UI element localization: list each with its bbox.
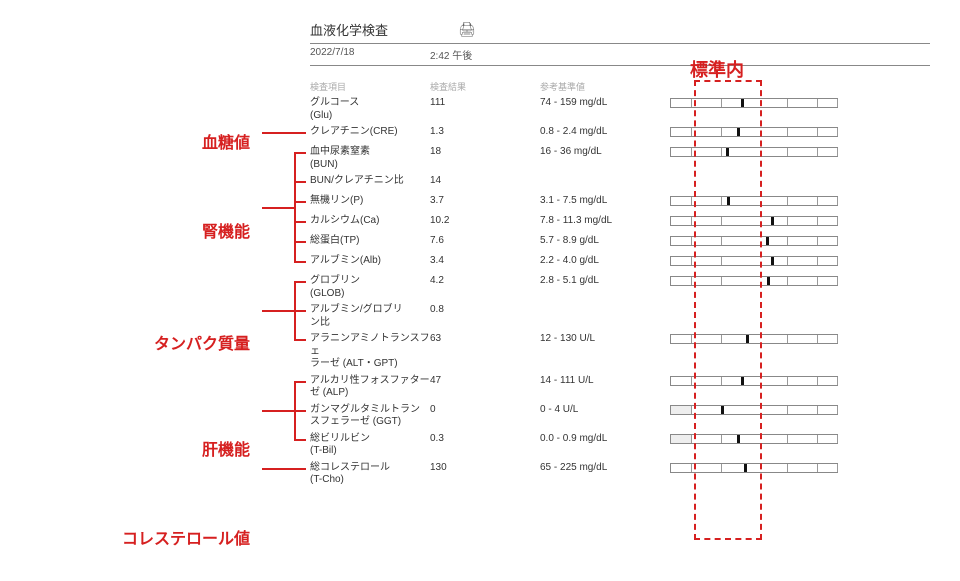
item-result: 18 <box>430 146 540 157</box>
item-name: 総蛋白(TP) <box>310 235 430 248</box>
item-name: アルブミン(Alb) <box>310 255 430 268</box>
item-result: 10.2 <box>430 215 540 226</box>
item-name: クレアチニン(CRE) <box>310 126 430 139</box>
item-result: 130 <box>430 462 540 473</box>
column-headers: 検査項目 検査結果 参考基準値 <box>310 80 930 93</box>
item-result: 63 <box>430 333 540 344</box>
table-row: カルシウム(Ca)10.27.8 - 11.3 mg/dL <box>310 213 930 233</box>
gauge <box>670 195 840 207</box>
annotation-group-label: 血糖値 <box>202 129 250 153</box>
header-result: 検査結果 <box>430 80 540 93</box>
table-row: 総蛋白(TP)7.65.7 - 8.9 g/dL <box>310 233 930 253</box>
gauge <box>670 404 840 416</box>
annotation-group-label: 肝機能 <box>202 436 250 460</box>
item-name: 総コレステロール(T-Cho) <box>310 462 430 487</box>
item-name: BUN/クレアチニン比 <box>310 175 430 188</box>
meta-date: 2022/7/18 <box>310 47 430 62</box>
title-row: 血液化学検査 🖨 <box>310 20 930 44</box>
item-reference: 5.7 - 8.9 g/dL <box>540 235 670 246</box>
table-row: グロブリン(GLOB)4.22.8 - 5.1 g/dL <box>310 273 930 302</box>
item-reference: 16 - 36 mg/dL <box>540 146 670 157</box>
table-row: クレアチニン(CRE)1.30.8 - 2.4 mg/dL <box>310 124 930 144</box>
table-row: 血中尿素窒素(BUN)1816 - 36 mg/dL <box>310 144 930 173</box>
report-panel: 血液化学検査 🖨 2022/7/18 2:42 午後 検査項目 検査結果 参考基… <box>310 20 930 489</box>
item-reference: 0.8 - 2.4 mg/dL <box>540 126 670 137</box>
gauge <box>670 375 840 387</box>
item-result: 47 <box>430 375 540 386</box>
gauge <box>670 97 840 109</box>
item-reference: 14 - 111 U/L <box>540 375 670 386</box>
item-reference: 2.2 - 4.0 g/dL <box>540 255 670 266</box>
meta-row: 2022/7/18 2:42 午後 <box>310 44 930 66</box>
item-result: 1.3 <box>430 126 540 137</box>
gauge <box>670 255 840 267</box>
table-row: 総コレステロール(T-Cho)13065 - 225 mg/dL <box>310 460 930 489</box>
header-item: 検査項目 <box>310 80 430 93</box>
annotation-group-label: タンパク質量 <box>154 330 250 354</box>
table-row: アルブミン(Alb)3.42.2 - 4.0 g/dL <box>310 253 930 273</box>
gauge <box>670 146 840 158</box>
item-name: アルブミン/グロブリン比 <box>310 304 430 329</box>
item-name: カルシウム(Ca) <box>310 215 430 228</box>
header-ref: 参考基準値 <box>540 80 670 93</box>
printer-icon[interactable]: 🖨 <box>458 21 476 38</box>
table-row: アラニンアミノトランスフェラーゼ (ALT・GPT)6312 - 130 U/L <box>310 331 930 373</box>
meta-time: 2:42 午後 <box>430 47 472 62</box>
table-row: 総ビリルビン(T-Bil)0.30.0 - 0.9 mg/dL <box>310 431 930 460</box>
item-name: アラニンアミノトランスフェラーゼ (ALT・GPT) <box>310 333 430 371</box>
report-title: 血液化学検査 <box>310 20 388 39</box>
item-result: 111 <box>430 97 540 108</box>
item-result: 14 <box>430 175 540 186</box>
item-result: 7.6 <box>430 235 540 246</box>
gauge <box>670 462 840 474</box>
gauge <box>670 235 840 247</box>
item-name: 血中尿素窒素(BUN) <box>310 146 430 171</box>
item-reference: 0.0 - 0.9 mg/dL <box>540 433 670 444</box>
gauge <box>670 215 840 227</box>
gauge <box>670 304 840 316</box>
item-result: 0.8 <box>430 304 540 315</box>
item-reference: 2.8 - 5.1 g/dL <box>540 275 670 286</box>
item-reference: 74 - 159 mg/dL <box>540 97 670 108</box>
table-row: 無機リン(P)3.73.1 - 7.5 mg/dL <box>310 193 930 213</box>
item-name: 無機リン(P) <box>310 195 430 208</box>
item-result: 0.3 <box>430 433 540 444</box>
gauge <box>670 333 840 345</box>
item-name: ガンマグルタミルトランスフェラーゼ (GGT) <box>310 404 430 429</box>
item-reference: 65 - 225 mg/dL <box>540 462 670 473</box>
item-name: グルコース(Glu) <box>310 97 430 122</box>
gauge <box>670 175 840 187</box>
item-result: 0 <box>430 404 540 415</box>
annotation-group-label: 腎機能 <box>202 218 250 242</box>
item-result: 4.2 <box>430 275 540 286</box>
gauge <box>670 275 840 287</box>
item-result: 3.7 <box>430 195 540 206</box>
item-reference: 7.8 - 11.3 mg/dL <box>540 215 670 226</box>
result-rows: グルコース(Glu)11174 - 159 mg/dLクレアチニン(CRE)1.… <box>310 95 930 489</box>
item-reference: 0 - 4 U/L <box>540 404 670 415</box>
table-row: アルブミン/グロブリン比0.8 <box>310 302 930 331</box>
table-row: グルコース(Glu)11174 - 159 mg/dL <box>310 95 930 124</box>
item-name: 総ビリルビン(T-Bil) <box>310 433 430 458</box>
item-reference: 3.1 - 7.5 mg/dL <box>540 195 670 206</box>
item-name: グロブリン(GLOB) <box>310 275 430 300</box>
table-row: BUN/クレアチニン比14 <box>310 173 930 193</box>
gauge <box>670 126 840 138</box>
annotation-group-label: コレステロール値 <box>122 525 250 549</box>
gauge <box>670 433 840 445</box>
item-result: 3.4 <box>430 255 540 266</box>
item-reference: 12 - 130 U/L <box>540 333 670 344</box>
table-row: ガンマグルタミルトランスフェラーゼ (GGT)00 - 4 U/L <box>310 402 930 431</box>
item-name: アルカリ性フォスファターゼ (ALP) <box>310 375 430 400</box>
table-row: アルカリ性フォスファターゼ (ALP)4714 - 111 U/L <box>310 373 930 402</box>
